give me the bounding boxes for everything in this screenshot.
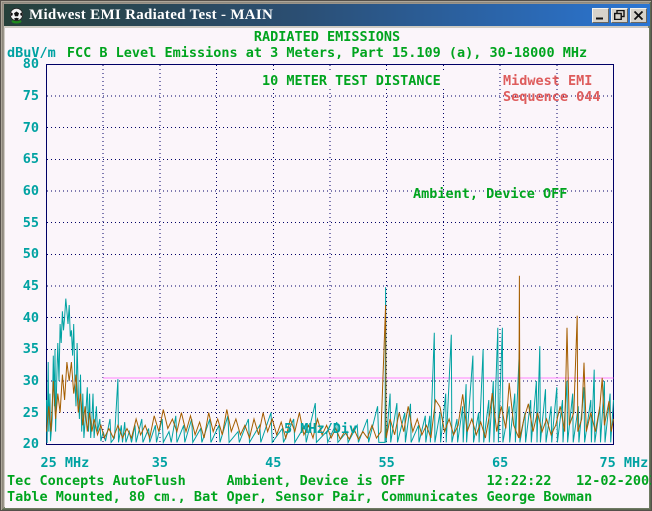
caption-buttons [592,7,647,23]
status-line-1: Tec Concepts AutoFlush Ambient, Device i… [7,473,652,489]
y-tick-label: 20 [22,436,39,453]
y-tick-label: 65 [22,151,39,168]
y-axis-unit: dBuV/m [7,45,56,61]
y-tick-label: 80 [22,56,39,73]
chart-subtitle: FCC B Level Emissions at 3 Meters, Part … [66,45,588,61]
x-division-label: 5 MHz/Div [284,421,358,437]
y-tick-label: 30 [22,372,39,389]
restore-button[interactable] [611,7,628,23]
y-tick-label: 35 [22,341,39,358]
test-distance-note-text: 10 METER TEST DISTANCE [258,73,444,89]
spectrum-plot [46,64,614,445]
y-tick-label: 45 [22,277,39,294]
close-icon [633,10,644,20]
y-tick-label: 50 [22,246,39,263]
ambient-annotation: Ambient, Device OFF [413,186,568,202]
chart-area: RADIATED EMISSIONS dBuV/m FCC B Level Em… [5,28,652,508]
y-tick-label: 40 [22,309,39,326]
soccer-ball-icon [8,7,25,24]
x-tick-label: 75 MHz [599,455,649,471]
restore-icon [614,10,625,20]
close-button[interactable] [630,7,647,23]
minimize-button[interactable] [592,7,609,23]
status-line-2: Table Mounted, 80 cm., Bat Oper, Sensor … [7,489,593,505]
y-tick-label: 60 [22,182,39,199]
title-bar[interactable]: Midwest EMI Radiated Test - MAIN [4,4,650,26]
minimize-icon [596,17,603,19]
x-tick-label: 35 [151,455,169,471]
x-tick-label: 25 MHz [40,455,90,471]
x-tick-label: 45 [265,455,282,471]
y-tick-label: 25 [22,404,39,421]
series-trace-brown [46,275,614,441]
legend-sequence: Sequence 044 [503,89,601,105]
chart-title: RADIATED EMISSIONS [253,29,401,45]
y-tick-label: 70 [22,119,39,136]
test-distance-note: 10 METER TEST DISTANCE [5,57,649,105]
legend-lab: Midwest EMI [503,73,593,89]
y-tick-label: 75 [22,87,39,104]
x-tick-label: 55 [378,455,395,471]
window-title: Midwest EMI Radiated Test - MAIN [29,6,274,23]
x-tick-label: 65 [491,455,509,471]
y-tick-label: 55 [22,214,39,231]
